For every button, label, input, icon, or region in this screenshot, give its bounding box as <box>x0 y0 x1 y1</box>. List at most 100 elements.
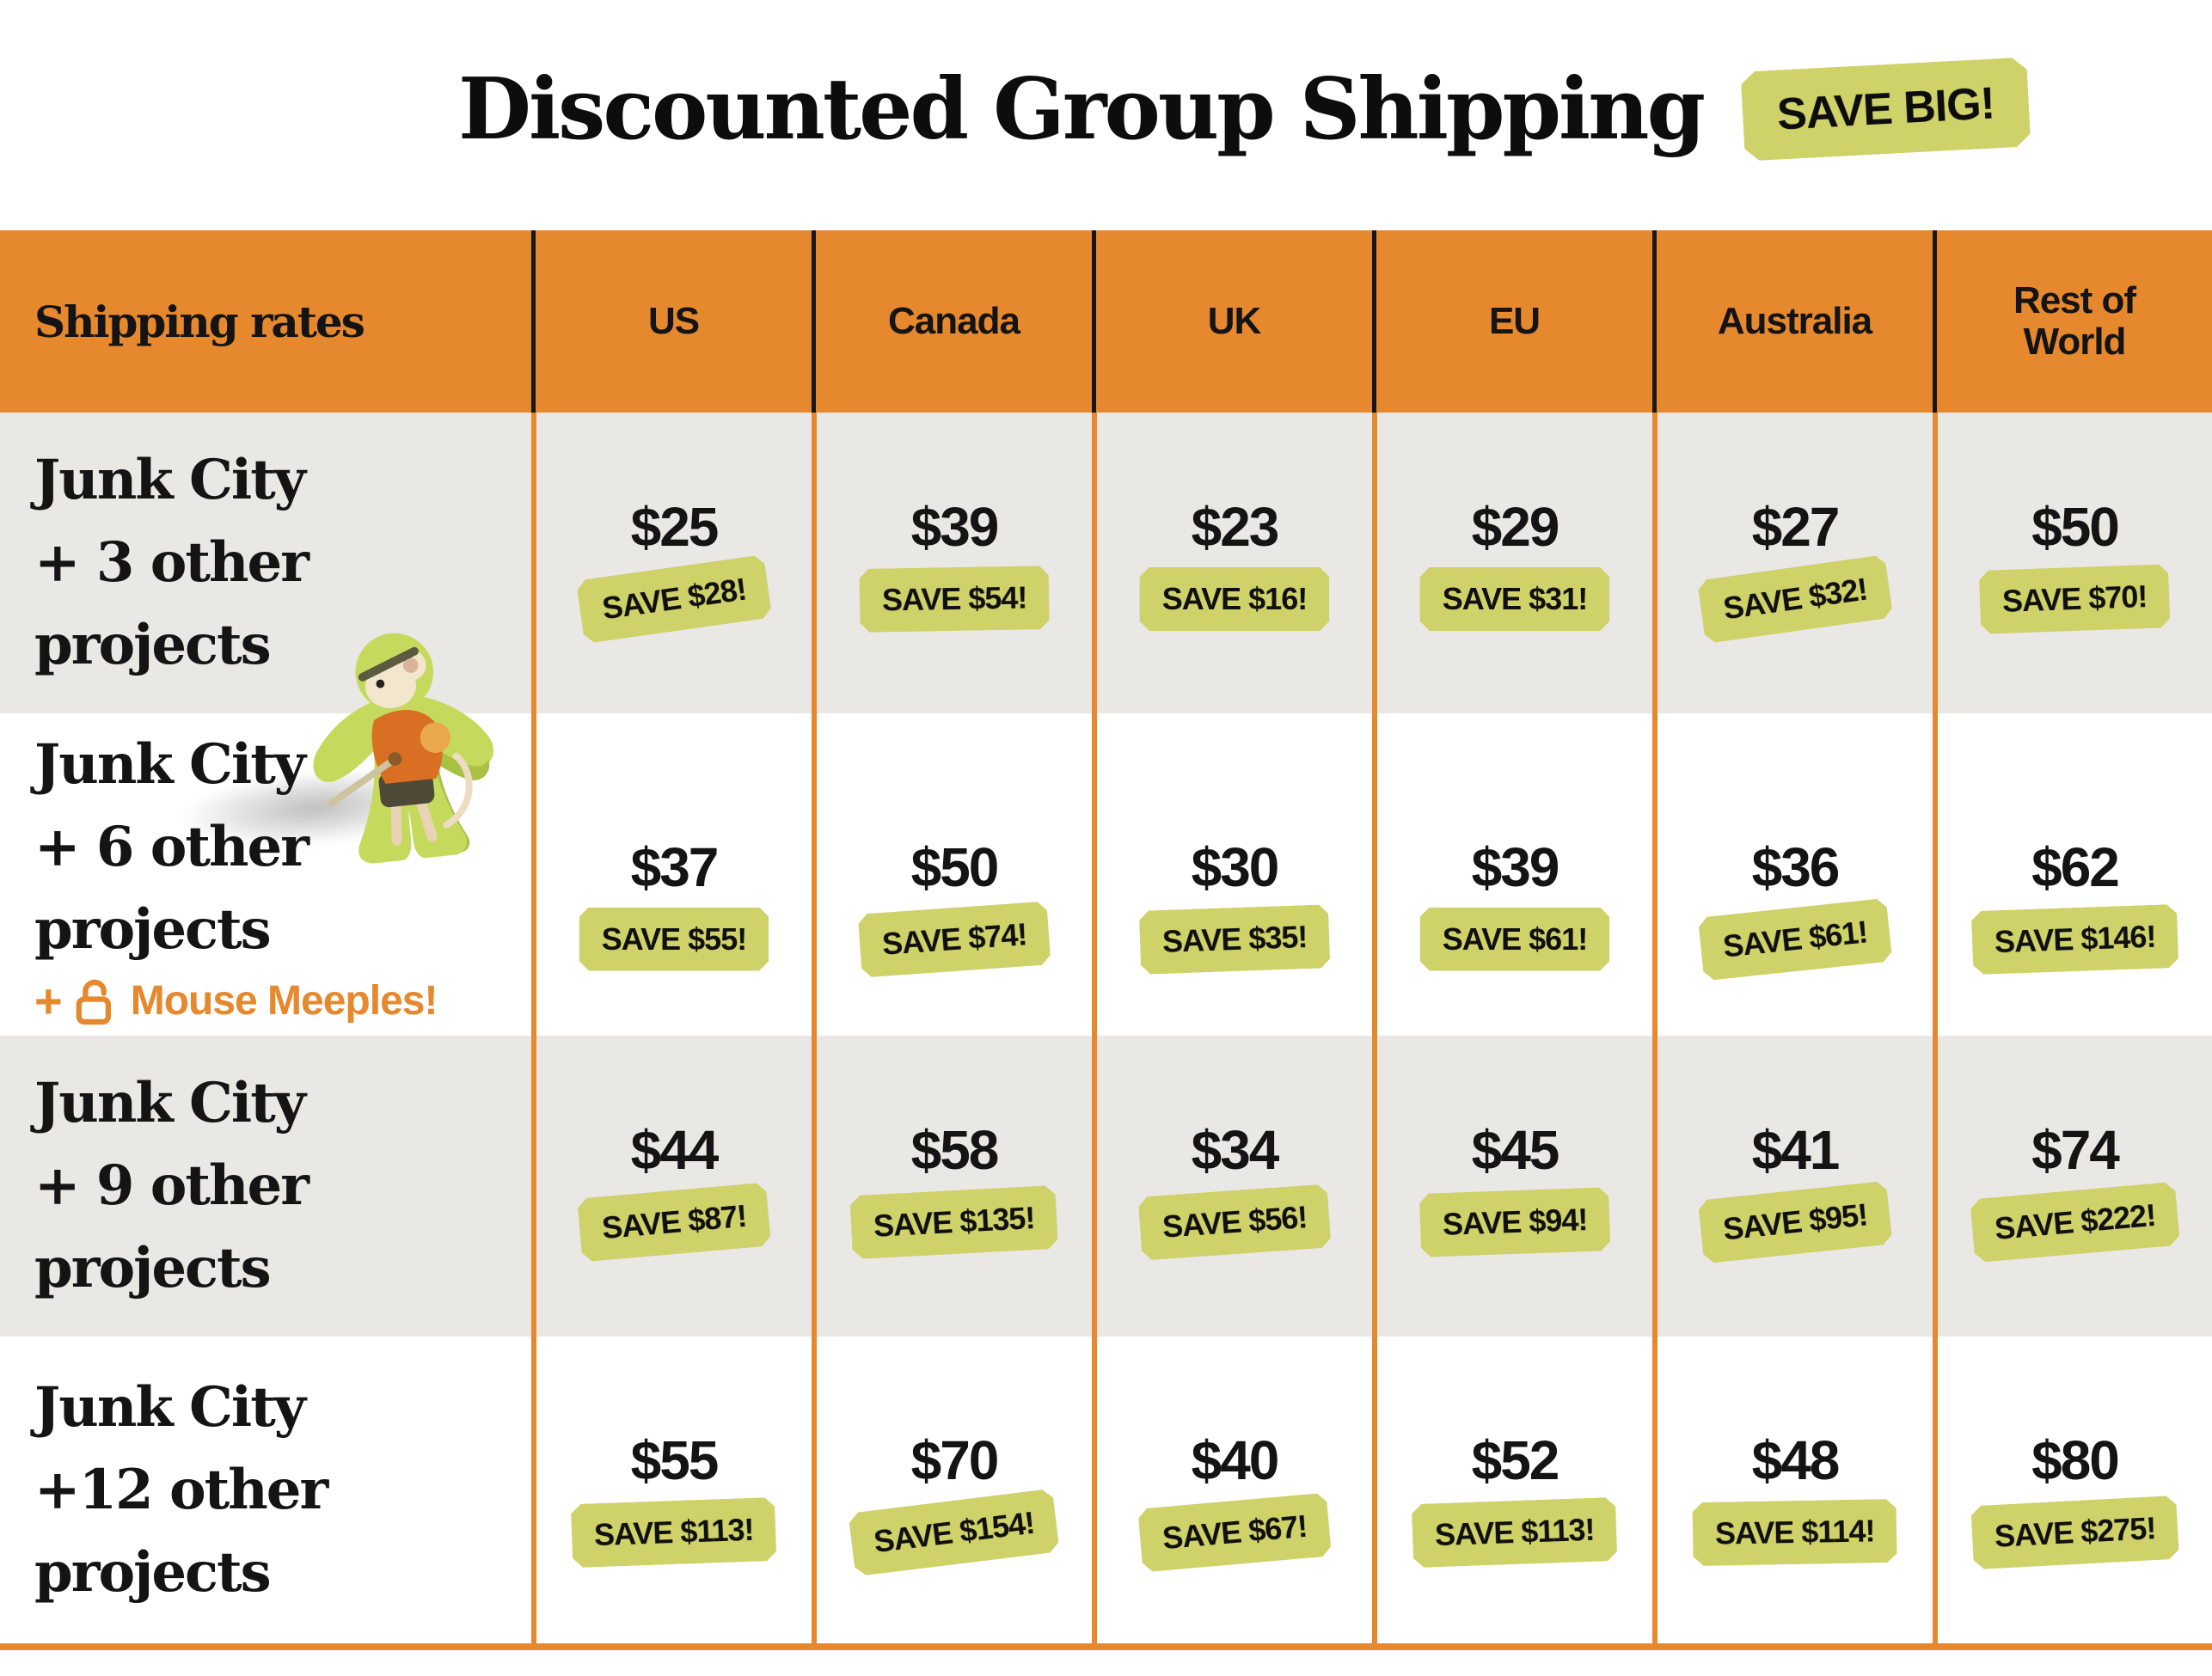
price: $39 <box>1471 835 1560 898</box>
row-label-line: Junk City <box>34 731 306 797</box>
save-badge: SAVE $275! <box>1970 1495 2179 1569</box>
save-badge: SAVE $94! <box>1419 1187 1611 1257</box>
row-label-line: Junk City <box>34 448 306 512</box>
price: $70 <box>910 1428 1000 1491</box>
row-label-line: + 6 other projects <box>34 814 309 962</box>
row-label-junk-city-plus-12: Junk City +12 other projects <box>0 1337 531 1643</box>
row-label-junk-city-plus-3: Junk City + 3 other projects <box>0 413 531 713</box>
price: $74 <box>2031 1119 2120 1181</box>
price: $40 <box>1191 1428 1280 1491</box>
price: $45 <box>1471 1119 1560 1181</box>
corner-header-shipping-rates: Shipping rates <box>0 230 531 413</box>
price-cell-australia-r4: $48 SAVE $114! <box>1652 1337 1933 1643</box>
price-cell-us-r2: $37 SAVE $55! <box>531 713 812 1036</box>
save-badge: SAVE $61! <box>1698 897 1893 981</box>
price-cell-us-r3: $44 SAVE $87! <box>531 1036 812 1337</box>
price-cell-uk-r4: $40 SAVE $67! <box>1092 1337 1372 1643</box>
save-badge: SAVE $61! <box>1419 907 1610 971</box>
row-label-line: Junk City <box>34 1374 306 1440</box>
price: $39 <box>910 496 1000 558</box>
save-badge: SAVE $114! <box>1693 1498 1898 1565</box>
title-row: Discounted Group Shipping SAVE BIG! <box>275 36 2212 182</box>
save-badge: SAVE $70! <box>1979 564 2171 634</box>
price: $48 <box>1751 1428 1841 1491</box>
price-cell-us-r4: $55 SAVE $113! <box>531 1337 812 1643</box>
price-cell-canada-r1: $39 SAVE $54! <box>812 413 1092 713</box>
save-badge: SAVE $74! <box>857 901 1051 977</box>
save-badge: SAVE $16! <box>1139 567 1330 631</box>
row-label-line: + 9 other projects <box>34 1153 309 1300</box>
price-cell-uk-r1: $23 SAVE $16! <box>1092 413 1372 713</box>
save-badge: SAVE $113! <box>1412 1496 1618 1567</box>
price: $41 <box>1751 1119 1841 1181</box>
row-label-junk-city-plus-6: Junk City + 6 other projects + Mouse Mee… <box>0 713 531 1036</box>
price-cell-australia-r2: $36 SAVE $61! <box>1652 713 1933 1036</box>
price-cell-australia-r1: $27 SAVE $32! <box>1652 413 1933 713</box>
column-header-eu: EU <box>1372 230 1652 413</box>
save-badge: SAVE $31! <box>1419 567 1610 631</box>
column-header-australia: Australia <box>1652 230 1933 413</box>
unlock-label: Mouse Meeples! <box>130 977 438 1024</box>
page-title: Discounted Group Shipping <box>457 59 1706 159</box>
price: $29 <box>1471 496 1560 558</box>
save-badge: SAVE $95! <box>1698 1181 1893 1264</box>
price-cell-row-r4: $80 SAVE $275! <box>1933 1337 2212 1643</box>
save-badge: SAVE $56! <box>1137 1184 1331 1260</box>
price-cell-eu-r1: $29 SAVE $31! <box>1372 413 1652 713</box>
price: $36 <box>1751 835 1841 898</box>
column-header-canada: Canada <box>812 230 1092 413</box>
price: $44 <box>630 1119 720 1181</box>
save-badge: SAVE $87! <box>577 1183 771 1263</box>
price: $80 <box>2031 1428 2120 1491</box>
price-cell-row-r3: $74 SAVE $222! <box>1933 1036 2212 1337</box>
save-badge: SAVE $55! <box>579 907 769 971</box>
save-badge: SAVE $146! <box>1971 903 2179 974</box>
price-cell-row-r2: $62 SAVE $146! <box>1933 713 2212 1036</box>
row-label-line: Junk City <box>34 1071 306 1135</box>
column-header-rest-of-world: Rest of World <box>1933 230 2212 413</box>
price-cell-row-r1: $50 SAVE $70! <box>1933 413 2212 713</box>
price: $52 <box>1471 1428 1560 1491</box>
price-cell-eu-r2: $39 SAVE $61! <box>1372 713 1652 1036</box>
price: $27 <box>1751 496 1841 558</box>
price: $55 <box>630 1428 720 1491</box>
price-cell-australia-r3: $41 SAVE $95! <box>1652 1036 1933 1337</box>
row-label-line: +12 other projects <box>34 1457 328 1605</box>
price-cell-canada-r2: $50 SAVE $74! <box>812 713 1092 1036</box>
price-cell-us-r1: $25 SAVE $28! <box>531 413 812 713</box>
save-badge: SAVE $135! <box>850 1185 1059 1259</box>
price: $50 <box>910 835 1000 898</box>
price-cell-eu-r4: $52 SAVE $113! <box>1372 1337 1652 1643</box>
column-header-us: US <box>531 230 812 413</box>
unlock-icon <box>76 979 111 1025</box>
price: $58 <box>910 1119 1000 1181</box>
save-big-badge: SAVE BIG! <box>1741 57 2031 161</box>
row-label-line: + 3 other projects <box>34 530 309 677</box>
price-cell-eu-r3: $45 SAVE $94! <box>1372 1036 1652 1337</box>
save-badge: SAVE $113! <box>571 1496 777 1567</box>
save-badge: SAVE $32! <box>1697 554 1894 644</box>
shipping-rates-table: Shipping rates US Canada UK EU Australia… <box>0 230 2212 1650</box>
price-cell-canada-r4: $70 SAVE $154! <box>812 1337 1092 1643</box>
price: $50 <box>2031 496 2120 558</box>
mouse-adventurer-meeple <box>313 633 494 864</box>
column-header-uk: UK <box>1092 230 1372 413</box>
save-badge: SAVE $35! <box>1139 904 1331 975</box>
save-badge: SAVE $28! <box>576 554 773 644</box>
plus-sign: + <box>34 973 63 1028</box>
save-badge: SAVE $154! <box>849 1488 1061 1576</box>
price: $37 <box>630 835 720 898</box>
price: $23 <box>1191 496 1280 558</box>
row-label-junk-city-plus-9: Junk City + 9 other projects <box>0 1036 531 1337</box>
save-badge: SAVE $54! <box>859 566 1050 633</box>
price: $62 <box>2031 835 2120 898</box>
mouse-meeples-unlock-line: + Mouse Meeples! <box>34 973 438 1028</box>
price: $34 <box>1191 1119 1280 1181</box>
price: $25 <box>630 496 720 558</box>
price-cell-canada-r3: $58 SAVE $135! <box>812 1036 1092 1337</box>
price-cell-uk-r2: $30 SAVE $35! <box>1092 713 1372 1036</box>
save-badge: SAVE $222! <box>1970 1182 2180 1263</box>
price: $30 <box>1191 835 1280 898</box>
price-cell-uk-r3: $34 SAVE $56! <box>1092 1036 1372 1337</box>
